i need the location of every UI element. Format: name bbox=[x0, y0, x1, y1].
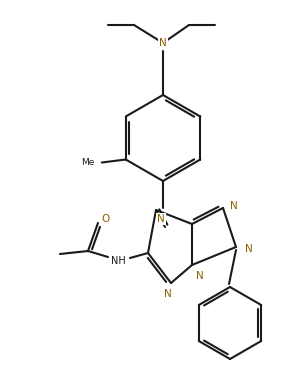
Text: N: N bbox=[230, 201, 238, 211]
Text: Me: Me bbox=[81, 158, 94, 167]
Text: N: N bbox=[196, 271, 204, 281]
Text: N: N bbox=[245, 244, 253, 254]
Text: O: O bbox=[101, 214, 109, 224]
Text: N: N bbox=[159, 38, 167, 48]
Text: N: N bbox=[157, 214, 165, 224]
Text: NH: NH bbox=[111, 256, 125, 266]
Text: N: N bbox=[164, 289, 172, 299]
